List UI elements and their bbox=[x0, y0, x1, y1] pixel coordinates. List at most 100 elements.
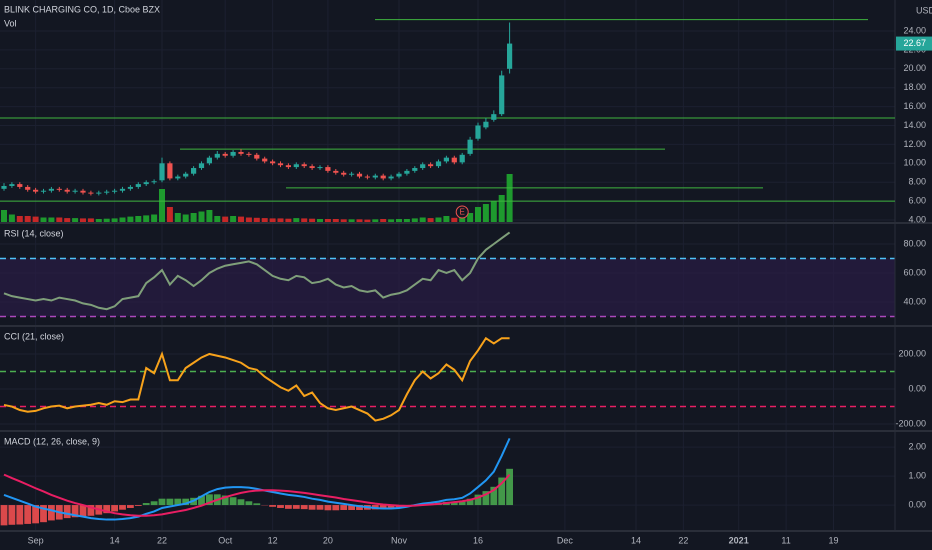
x-tick-label: 14 bbox=[110, 535, 120, 545]
volume-bar bbox=[451, 217, 458, 222]
histogram-bar bbox=[356, 505, 363, 510]
volume-bar bbox=[293, 218, 300, 222]
candle-body bbox=[435, 161, 442, 167]
histogram-bar bbox=[150, 501, 158, 506]
candle-body bbox=[428, 164, 434, 167]
y-tick-label: 6.00 bbox=[908, 195, 926, 205]
candle-body bbox=[507, 43, 513, 69]
histogram-bar bbox=[8, 505, 16, 525]
candle-body bbox=[467, 139, 473, 154]
histogram-bar bbox=[127, 505, 134, 508]
candle-body bbox=[380, 175, 386, 179]
histogram-bar bbox=[245, 501, 253, 506]
grid bbox=[0, 0, 932, 532]
last-price: 22.67 bbox=[903, 38, 926, 48]
candle-body bbox=[483, 121, 489, 128]
currency: USD bbox=[916, 5, 932, 15]
candle-body bbox=[301, 164, 307, 167]
histogram-bar bbox=[269, 505, 276, 507]
x-tick-label: Sep bbox=[28, 535, 44, 545]
candle-body bbox=[72, 190, 78, 192]
volume-bar bbox=[403, 219, 410, 222]
y-tick-label: 60.00 bbox=[903, 267, 926, 277]
histogram-bar bbox=[166, 498, 174, 506]
candle-body bbox=[372, 175, 378, 178]
y-tick-label: 12.00 bbox=[903, 139, 926, 149]
histogram-bar bbox=[32, 505, 39, 524]
histogram-bar bbox=[498, 477, 506, 506]
y-tick-label: 0.00 bbox=[908, 383, 926, 393]
candle-body bbox=[341, 172, 347, 175]
candle-body bbox=[1, 185, 7, 189]
volume-bar bbox=[127, 216, 134, 222]
volume-bar bbox=[301, 218, 308, 222]
volume-bar bbox=[317, 219, 323, 222]
candle-body bbox=[254, 154, 260, 159]
candle-body bbox=[420, 164, 426, 169]
histogram-bar bbox=[63, 505, 71, 519]
histogram-bar bbox=[71, 505, 79, 518]
x-tick-label: 20 bbox=[323, 535, 333, 545]
histogram-bar bbox=[158, 498, 166, 506]
volume-bar bbox=[356, 219, 363, 222]
histogram-bar bbox=[285, 505, 292, 509]
volume-bar bbox=[340, 219, 347, 222]
volume-bar bbox=[214, 216, 221, 222]
histogram-bar bbox=[379, 505, 387, 510]
volume-bar bbox=[309, 218, 316, 222]
candle-body bbox=[325, 167, 331, 171]
band-fill bbox=[0, 258, 895, 317]
histogram-bar bbox=[237, 499, 245, 506]
histogram-bar bbox=[466, 498, 474, 506]
histogram-bar bbox=[206, 494, 213, 506]
histogram-bar bbox=[229, 497, 237, 506]
volume-bar bbox=[269, 218, 276, 222]
candle-body bbox=[48, 188, 54, 191]
candle-body bbox=[40, 190, 47, 192]
x-tick-label: 14 bbox=[631, 535, 641, 545]
volume-bar bbox=[411, 218, 418, 222]
candle-body bbox=[33, 189, 39, 192]
y-tick-label: 0.00 bbox=[908, 499, 926, 509]
candle-body bbox=[175, 176, 181, 179]
volume-bar bbox=[222, 216, 229, 222]
y-tick-label: -200.00 bbox=[895, 418, 926, 428]
histogram-bar bbox=[340, 505, 348, 510]
volume-bar bbox=[56, 217, 63, 222]
histogram-bar bbox=[221, 495, 229, 506]
volume-bar bbox=[159, 189, 165, 222]
volume-bar bbox=[72, 218, 79, 222]
volume-bar bbox=[372, 219, 379, 222]
histogram-bar bbox=[103, 505, 111, 514]
candle-body bbox=[112, 190, 118, 192]
volume-bar bbox=[143, 215, 150, 222]
volume-bar bbox=[388, 219, 395, 222]
volume-bar bbox=[16, 216, 23, 222]
pane-title: RSI (14, close) bbox=[4, 228, 64, 238]
marks bbox=[0, 19, 895, 526]
series-line bbox=[3, 437, 511, 521]
volume-bar bbox=[253, 217, 260, 222]
volume-bar bbox=[396, 219, 402, 222]
candle-body bbox=[412, 168, 418, 171]
y-tick-label: 8.00 bbox=[908, 177, 926, 187]
histogram-bar bbox=[111, 505, 118, 512]
y-tick-label: 2.00 bbox=[908, 441, 926, 451]
histogram-bar bbox=[490, 486, 498, 506]
volume-bar bbox=[174, 213, 181, 222]
candle-body bbox=[230, 151, 236, 156]
histogram-bar bbox=[253, 503, 261, 506]
candle-body bbox=[104, 191, 110, 193]
volume-label: Vol bbox=[4, 18, 17, 28]
pane-title: MACD (12, 26, close, 9) bbox=[4, 436, 100, 446]
volume-bar bbox=[111, 218, 118, 222]
y-tick-label: 200.00 bbox=[898, 348, 926, 358]
volume-bar bbox=[277, 218, 284, 222]
candle-body bbox=[88, 192, 94, 194]
candle-body bbox=[404, 170, 410, 174]
volume-bar bbox=[8, 214, 15, 222]
volume-bar bbox=[443, 216, 450, 222]
volume-bar bbox=[198, 211, 205, 222]
series-line bbox=[3, 231, 511, 311]
candle-body bbox=[309, 166, 315, 169]
